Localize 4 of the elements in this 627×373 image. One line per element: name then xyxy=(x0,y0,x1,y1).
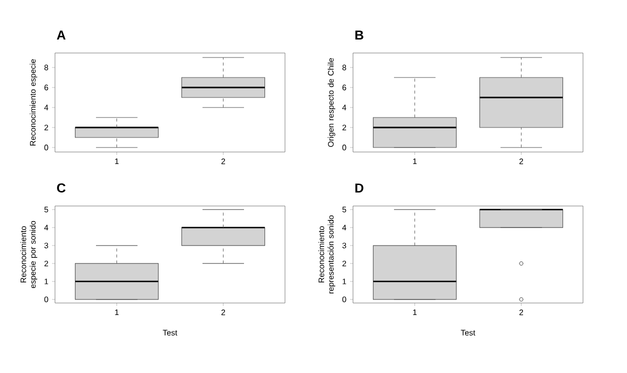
chart-title: A xyxy=(56,30,66,40)
chart-title: C xyxy=(57,183,66,192)
chart-title: D xyxy=(355,184,364,193)
chart-title: B xyxy=(355,30,364,40)
